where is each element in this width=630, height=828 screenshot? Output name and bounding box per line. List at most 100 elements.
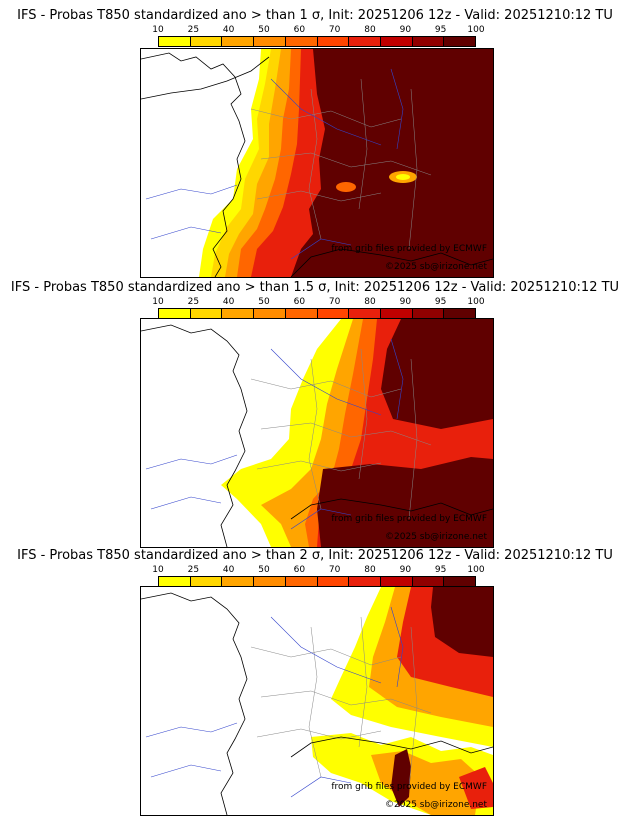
colorbar-tick-label: 95	[434, 297, 447, 307]
map-svg	[141, 319, 493, 547]
colorbar-tick-label: 90	[399, 565, 412, 575]
colorbar-tick-label: 80	[364, 565, 376, 575]
colorbar-swatch	[349, 577, 381, 586]
colorbar-swatch	[190, 309, 223, 318]
colorbar-tick-label: 25	[187, 565, 200, 575]
colorbar-swatch	[317, 37, 350, 46]
colorbar-swatch	[380, 309, 413, 318]
colorbar-swatch	[380, 577, 413, 586]
colorbar-tick-label: 25	[187, 25, 200, 35]
panel-title: IFS - Probas T850 standardized ano > tha…	[17, 8, 613, 23]
colorbar-tick-label: 50	[258, 25, 270, 35]
corsica-high	[391, 749, 411, 807]
coastline	[141, 52, 246, 277]
sea-coast-south	[290, 736, 493, 758]
colorbar-tick-label: 60	[293, 297, 306, 307]
rivers	[145, 68, 404, 260]
colorbar-swatch	[254, 309, 286, 318]
colorbar-swatch	[285, 37, 318, 46]
credit-source: from grib files provided by ECMWF	[331, 514, 487, 524]
credit-copyright: ©2025 sb@irizone.net	[385, 262, 487, 272]
colorbar: 10 25 40 50 60 70 80 90 95 100	[152, 25, 485, 52]
colorbar-tick-label: 50	[258, 565, 270, 575]
colorbar-swatch	[412, 37, 445, 46]
panel-2sigma: IFS - Probas T850 standardized ano > tha…	[0, 548, 630, 816]
colorbar-tick-label: 10	[152, 25, 164, 35]
colorbar-swatch	[254, 37, 286, 46]
colorbar-swatch	[317, 309, 350, 318]
coastline-uk	[141, 56, 270, 100]
prob-area-95	[431, 587, 493, 657]
panel-1-5sigma: IFS - Probas T850 standardized ano > tha…	[0, 280, 630, 548]
colorbar-tick-label: 90	[399, 297, 412, 307]
colorbar-swatch	[159, 577, 191, 586]
colorbar-swatch	[190, 37, 223, 46]
prob-area-95-south	[317, 457, 493, 547]
alps-low-prob-core	[396, 174, 410, 180]
colorbar-tick-label: 100	[467, 25, 485, 35]
colorbar-tick-label: 40	[222, 297, 235, 307]
pyrenees-low-prob	[336, 182, 356, 192]
colorbar-tick-label: 10	[152, 565, 164, 575]
borders	[250, 348, 432, 520]
colorbar-labels: 10 25 40 50 60 70 80 90 95 100	[152, 25, 484, 36]
map: from grib files provided by ECMWF ©2025 …	[140, 48, 494, 278]
colorbar-swatch	[349, 309, 381, 318]
colorbar-swatch	[412, 309, 445, 318]
colorbar-tick-label: 100	[467, 565, 485, 575]
colorbar-tick-label: 50	[258, 297, 270, 307]
credit-copyright: ©2025 sb@irizone.net	[385, 800, 487, 810]
south-red-east	[459, 767, 493, 809]
colorbar-tick-label: 70	[328, 565, 341, 575]
map-svg	[141, 587, 493, 815]
sea-coast-south	[290, 248, 493, 277]
colorbar-labels: 10 25 40 50 60 70 80 90 95 100	[152, 565, 484, 576]
map: from grib files provided by ECMWF ©2025 …	[140, 318, 494, 548]
rivers	[145, 338, 404, 530]
credit-source: from grib files provided by ECMWF	[331, 782, 487, 792]
colorbar-swatch	[159, 309, 191, 318]
colorbar-swatch	[349, 37, 381, 46]
map: from grib files provided by ECMWF ©2025 …	[140, 586, 494, 816]
prob-area-95	[381, 319, 493, 429]
colorbar-tick-label: 40	[222, 25, 235, 35]
colorbar-tick-label: 40	[222, 565, 235, 575]
colorbar-tick-label: 70	[328, 297, 341, 307]
panel-title: IFS - Probas T850 standardized ano > tha…	[17, 548, 613, 563]
colorbar-swatch	[222, 309, 255, 318]
colorbar-tick-label: 100	[467, 297, 485, 307]
colorbar-swatch	[380, 37, 413, 46]
colorbar-swatch	[222, 577, 255, 586]
colorbar-tick-label: 60	[293, 25, 306, 35]
borders	[250, 78, 432, 250]
colorbar-swatch	[254, 577, 286, 586]
credit-source: from grib files provided by ECMWF	[331, 244, 487, 254]
colorbar-tick-label: 60	[293, 565, 306, 575]
colorbar-swatch	[444, 309, 476, 318]
colorbar-swatch	[285, 577, 318, 586]
colorbar-tick-label: 80	[364, 297, 376, 307]
panel-1sigma: IFS - Probas T850 standardized ano > tha…	[0, 8, 630, 278]
colorbar-swatch	[444, 37, 476, 46]
colorbar-tick-label: 95	[434, 25, 447, 35]
colorbar-swatch	[159, 37, 191, 46]
prob-area-95	[291, 49, 493, 277]
colorbar-tick-label: 90	[399, 25, 412, 35]
colorbar-swatches	[158, 36, 476, 47]
panel-title: IFS - Probas T850 standardized ano > tha…	[10, 280, 620, 295]
colorbar-tick-label: 70	[328, 25, 341, 35]
colorbar-labels: 10 25 40 50 60 70 80 90 95 100	[152, 297, 484, 308]
colorbar-swatch	[412, 577, 445, 586]
colorbar-tick-label: 25	[187, 297, 200, 307]
colorbar-tick-label: 95	[434, 565, 447, 575]
borders	[250, 616, 432, 788]
map-svg	[141, 49, 493, 277]
colorbar-swatch	[190, 577, 223, 586]
colorbar-tick-label: 10	[152, 297, 164, 307]
rivers	[145, 606, 404, 798]
sea-coast-south	[290, 498, 493, 520]
coastline	[141, 592, 248, 815]
colorbar-swatch	[444, 577, 476, 586]
colorbar-tick-label: 80	[364, 25, 376, 35]
colorbar-swatch	[317, 577, 350, 586]
